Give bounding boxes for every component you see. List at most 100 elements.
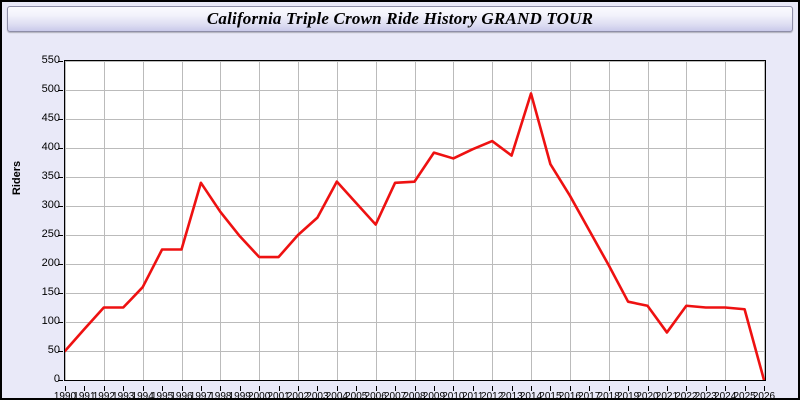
y-tick-label: 100	[41, 315, 60, 327]
x-tick-label: 1991	[73, 391, 96, 402]
x-tick-label: 1998	[209, 391, 232, 402]
x-tick-mark	[764, 386, 765, 391]
x-tick-label: 1997	[189, 391, 213, 402]
x-tick-label: 2022	[675, 391, 698, 402]
x-tick-mark	[376, 386, 377, 391]
x-tick-mark	[570, 386, 571, 391]
x-tick-mark	[512, 386, 513, 391]
x-tick-mark	[317, 386, 318, 391]
x-tick-mark	[473, 386, 474, 391]
x-tick-label: 2025	[733, 391, 756, 402]
x-tick-label: 2016	[558, 391, 581, 402]
x-tick-label: 1990	[53, 391, 77, 402]
x-tick-label: 2001	[267, 391, 290, 402]
x-tick-label: 2026	[752, 391, 776, 402]
x-tick-mark	[356, 386, 357, 391]
chart-area: Riders 0 50 100 150 200 250 300 350 400 450 500 550…	[2, 34, 798, 403]
y-tick-mark	[58, 206, 63, 207]
x-tick-label: 1996	[170, 391, 193, 402]
x-axis-tick-labels: 1990 1991 1992 1993 1994 1995 1996 1997 1998 1999…	[54, 386, 775, 406]
x-tick-label: 2009	[422, 391, 446, 402]
x-tick-label: 2023	[694, 391, 717, 402]
x-tick-label: 1999	[228, 391, 251, 402]
x-tick-label: 2018	[597, 391, 620, 402]
x-tick-mark	[182, 386, 183, 391]
x-tick-mark	[415, 386, 416, 391]
x-tick-label: 1995	[150, 391, 174, 402]
x-tick-mark	[550, 386, 551, 391]
y-tick-mark	[58, 293, 63, 294]
grid-lines	[65, 61, 765, 380]
x-tick-mark	[84, 386, 85, 391]
x-tick-mark	[162, 386, 163, 391]
y-tick-label: 400	[41, 141, 60, 153]
y-tick-label: 150	[41, 286, 60, 298]
x-tick-mark	[453, 386, 454, 391]
y-tick-mark	[58, 351, 63, 352]
x-tick-label: 1993	[112, 391, 135, 402]
x-tick-mark	[201, 386, 202, 391]
y-tick-mark	[58, 61, 63, 62]
x-tick-label: 2006	[364, 391, 387, 402]
x-tick-label: 2011	[461, 391, 484, 402]
x-tick-mark	[725, 386, 726, 391]
y-tick-label: 450	[41, 112, 60, 124]
y-tick-mark	[58, 322, 63, 323]
y-tick-mark	[58, 235, 63, 236]
x-tick-mark	[337, 386, 338, 391]
chart-title: California Triple Crown Ride History GRA…	[206, 9, 594, 28]
y-tick-mark	[58, 119, 63, 120]
x-tick-label: 2014	[519, 391, 543, 402]
y-tick-label: 0	[53, 373, 60, 385]
x-tick-label: 2007	[383, 391, 407, 402]
y-tick-mark	[58, 264, 63, 265]
x-tick-mark	[667, 386, 668, 391]
x-tick-mark	[298, 386, 299, 391]
x-tick-mark	[609, 386, 610, 391]
x-tick-label: 2003	[306, 391, 329, 402]
title-bar: California Triple Crown Ride History GRA…	[7, 6, 793, 32]
x-tick-label: 1992	[92, 391, 115, 402]
y-tick-label: 50	[47, 344, 60, 356]
x-tick-label: 2000	[248, 391, 271, 402]
x-tick-label: 2008	[403, 391, 426, 402]
riders-line-series	[65, 92, 765, 380]
y-tick-label: 300	[41, 199, 60, 211]
y-tick-mark	[58, 148, 63, 149]
y-axis-tick-labels: 0 50 100 150 200 250 300 350 400 450 500 550	[2, 55, 63, 385]
x-tick-mark	[648, 386, 649, 391]
x-tick-label: 2015	[539, 391, 562, 402]
x-tick-mark	[706, 386, 707, 391]
x-tick-label: 2002	[286, 391, 310, 402]
y-tick-label: 350	[41, 170, 60, 182]
x-tick-label: 2019	[616, 391, 640, 402]
x-tick-mark	[259, 386, 260, 391]
x-tick-label: 2010	[442, 391, 465, 402]
x-tick-label: 2020	[636, 391, 659, 402]
y-tick-label: 500	[41, 83, 60, 95]
x-tick-label: 2012	[481, 391, 504, 402]
x-tick-label: 2021	[655, 391, 679, 402]
y-tick-mark	[58, 380, 63, 381]
y-tick-label: 550	[41, 54, 60, 66]
x-tick-mark	[434, 386, 435, 391]
y-tick-label: 250	[41, 228, 60, 240]
x-tick-label: 2004	[325, 391, 348, 402]
x-tick-mark	[395, 386, 396, 391]
x-tick-mark	[220, 386, 221, 391]
x-tick-mark	[531, 386, 532, 391]
x-tick-label: 2024	[714, 391, 737, 402]
x-tick-mark	[686, 386, 687, 391]
x-tick-mark	[65, 386, 66, 391]
x-tick-mark	[143, 386, 144, 391]
x-tick-mark	[104, 386, 105, 391]
y-tick-label: 200	[41, 257, 60, 269]
x-tick-mark	[628, 386, 629, 391]
y-tick-mark	[58, 177, 63, 178]
y-tick-mark	[58, 90, 63, 91]
x-tick-label: 2017	[578, 391, 601, 402]
x-tick-label: 2013	[500, 391, 523, 402]
x-tick-mark	[589, 386, 590, 391]
x-tick-mark	[240, 386, 241, 391]
